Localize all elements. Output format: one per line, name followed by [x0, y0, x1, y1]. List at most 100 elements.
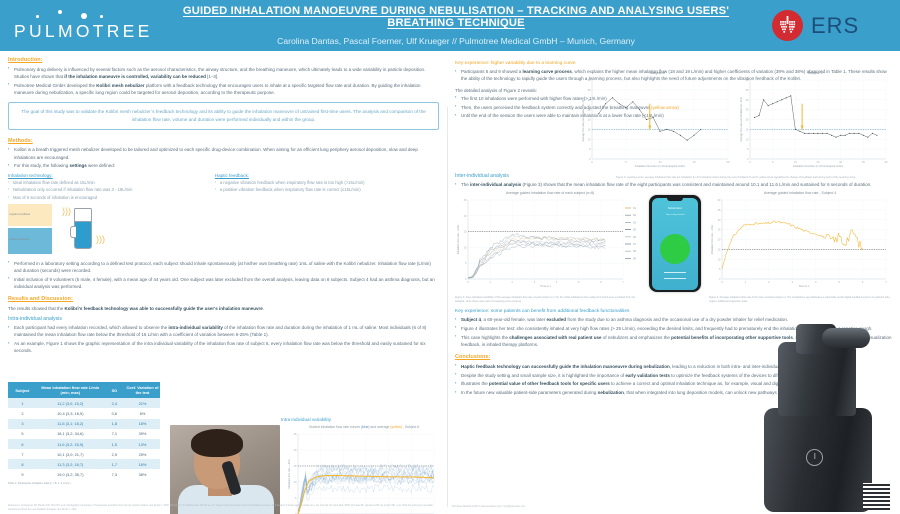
table-cell-3: 39%: [138, 431, 147, 437]
vibration-wave-left-icon: ))): [62, 205, 71, 216]
svg-text:5: 5: [295, 496, 297, 500]
svg-text:Average flow rate per inhalati: Average flow rate per inhalation in L/mi…: [582, 97, 585, 142]
table-cell-0: 8: [8, 459, 37, 470]
svg-text:7: 7: [885, 280, 887, 284]
svg-text:20: 20: [727, 160, 730, 164]
table-row: 6 11,6 (3,2; 15,9) 1,5 13%: [8, 438, 160, 450]
svg-text:Inhalation Number (in chronolo: Inhalation Number (in chronological orde…: [635, 164, 685, 168]
haptic-feedback-list: a negative vibration feedback when inspi…: [215, 180, 439, 194]
svg-text:1: 1: [489, 280, 491, 284]
svg-text:5: 5: [625, 160, 627, 164]
table-cell-0: 5: [21, 431, 24, 437]
svg-text:S2: S2: [633, 215, 637, 218]
table-cell-1: 11,6 (3,1; 18,2): [36, 418, 104, 429]
brand-name: PULMOTREE: [14, 21, 153, 41]
table-body: 1 11,2 (3,0; 15,2) 2,4 21% 2 10,4 (3,3; 16,5)…: [8, 398, 160, 480]
participants-table: Subject Mean inhalation flow rate L/min …: [8, 382, 160, 480]
phone-mockup: Nebulization Take a deep breath: [649, 191, 705, 304]
svg-text:S6: S6: [633, 236, 637, 239]
figure-1-chart: Guided inhalation flow rate curves (blue…: [286, 425, 442, 514]
table-cell-2: 2,5: [111, 451, 118, 457]
detail-item-3: Until the end of the session the users w…: [455, 112, 704, 119]
svg-text:10: 10: [746, 137, 749, 141]
svg-text:2: 2: [768, 280, 770, 284]
table-cell-0: 1: [8, 398, 37, 409]
tech-item-2: Nebulization only occurred if inhalation…: [8, 187, 207, 194]
haptic-feedback-title: Haptic feedback:: [214, 172, 250, 178]
results-heading: Results and Discussion:: [8, 296, 73, 303]
figure-2b-title: Subject 9: [807, 71, 823, 75]
negative-feedback-label: negative feedback: [9, 212, 31, 216]
goal-callout: The goal of this study was to validate t…: [8, 102, 439, 130]
intra-individual-bullets: Each participant had every inhalation re…: [8, 324, 439, 355]
svg-text:35: 35: [588, 88, 591, 92]
svg-text:0: 0: [591, 160, 593, 164]
svg-text:Time in s: Time in s: [799, 284, 810, 288]
svg-text:Inhalation flow rate - L/min: Inhalation flow rate - L/min: [288, 459, 291, 489]
table-row: 9 19,0 (3,2; 35,7) 7,3 38%: [8, 469, 160, 479]
table-row: 8 11,3 (3,2; 18,7) 1,7 16%: [8, 459, 160, 470]
svg-text:S5: S5: [633, 229, 637, 232]
vibration-wave-right-icon: ))): [96, 233, 105, 244]
results-table-wrap: Subject Mean inhalation flow rate L/min …: [8, 382, 160, 485]
svg-text:7: 7: [622, 280, 624, 284]
learning-bullets: Participants 5 and 9 showed a learning c…: [455, 68, 892, 83]
results-lead: The results showed that the Kolibri's fe…: [8, 305, 264, 311]
svg-text:5: 5: [578, 280, 580, 284]
svg-text:35: 35: [746, 88, 749, 92]
table-cell-2: 0,6: [111, 410, 118, 416]
svg-text:15: 15: [746, 127, 749, 131]
inter-individual-heading: Inter-individual analysis: [455, 173, 509, 180]
methods-bullets: Kolibri is a breath triggered mesh nebul…: [8, 146, 439, 169]
svg-text:Time in s: Time in s: [540, 284, 551, 288]
svg-text:6: 6: [862, 280, 864, 284]
svg-text:Inhalation Number (in chronolo: Inhalation Number (in chronological orde…: [793, 164, 843, 168]
methods-tail-2: Initial inclusion of 9 volunteers (5 mal…: [8, 275, 439, 291]
svg-text:0: 0: [467, 280, 469, 284]
svg-text:10: 10: [718, 258, 721, 262]
table-cell-3: 6%: [139, 410, 146, 416]
svg-text:15: 15: [718, 248, 721, 252]
detail-item-1: The first 10 inhalations were performed …: [455, 94, 704, 102]
table-cell-3: 25%: [138, 451, 147, 457]
svg-text:25: 25: [746, 108, 749, 112]
table-cell-1: 10,4 (3,3; 16,5): [57, 410, 84, 416]
table-cell-0: 3: [8, 418, 37, 429]
intra-bullet-1: Each participant had every inhalation re…: [8, 324, 439, 339]
figure-3-title: Average guided inhalation flow rate of e…: [505, 191, 595, 196]
svg-text:0: 0: [295, 512, 297, 514]
haptic-item-1: a negative vibration feedback when inspi…: [215, 180, 439, 187]
table-cell-2: 7,1: [111, 431, 118, 437]
svg-text:40: 40: [718, 198, 721, 202]
benefit-bullet-2: Figure 4 illustrates her test: she consi…: [455, 324, 892, 332]
device-power-icon: [806, 449, 823, 466]
inhalation-technology-title: Inhalation technology:: [8, 172, 53, 178]
inter-bullet-1: The inter-individual analysis (Figure 3)…: [455, 181, 892, 188]
col-subject: Subject: [8, 382, 37, 399]
col-sd: SD: [103, 382, 126, 399]
table-cell-3: 38%: [138, 472, 147, 478]
svg-text:0: 0: [747, 157, 749, 161]
svg-text:10: 10: [588, 137, 591, 141]
table-cell-2: 1,7: [103, 459, 126, 470]
nebulizer-icon: [70, 207, 96, 252]
svg-text:10: 10: [464, 246, 467, 250]
figure-3-caption: Figure 3: Inter-individual variability o…: [455, 296, 636, 304]
svg-text:40: 40: [588, 78, 591, 82]
benefit-heading: Key experience: some patients can benefi…: [455, 309, 630, 315]
svg-text:25: 25: [588, 108, 591, 112]
subject-photo: [170, 425, 280, 514]
left-column: Introduction: Pulmonary drug delivery is…: [0, 51, 447, 514]
svg-text:35: 35: [718, 208, 721, 212]
svg-text:3: 3: [792, 280, 794, 284]
conclusion-3: Illustrates the potential value of other…: [455, 380, 892, 387]
table-row: 2 10,4 (3,3; 16,5) 0,6 6%: [8, 408, 160, 418]
detail-lead: The detailed analysis of Figure 2 reveal…: [455, 87, 538, 93]
feedback-illustration: negative feedback positive feedback ))) …: [8, 203, 158, 256]
table-cell-1: 19,0 (3,2; 35,7): [57, 472, 84, 478]
svg-text:30: 30: [746, 98, 749, 102]
haptic-feedback-block: Haptic feedback: a negative vibration fe…: [215, 173, 439, 256]
intro-bullet-1: Pulmonary drug delivery is influenced by…: [8, 65, 439, 81]
